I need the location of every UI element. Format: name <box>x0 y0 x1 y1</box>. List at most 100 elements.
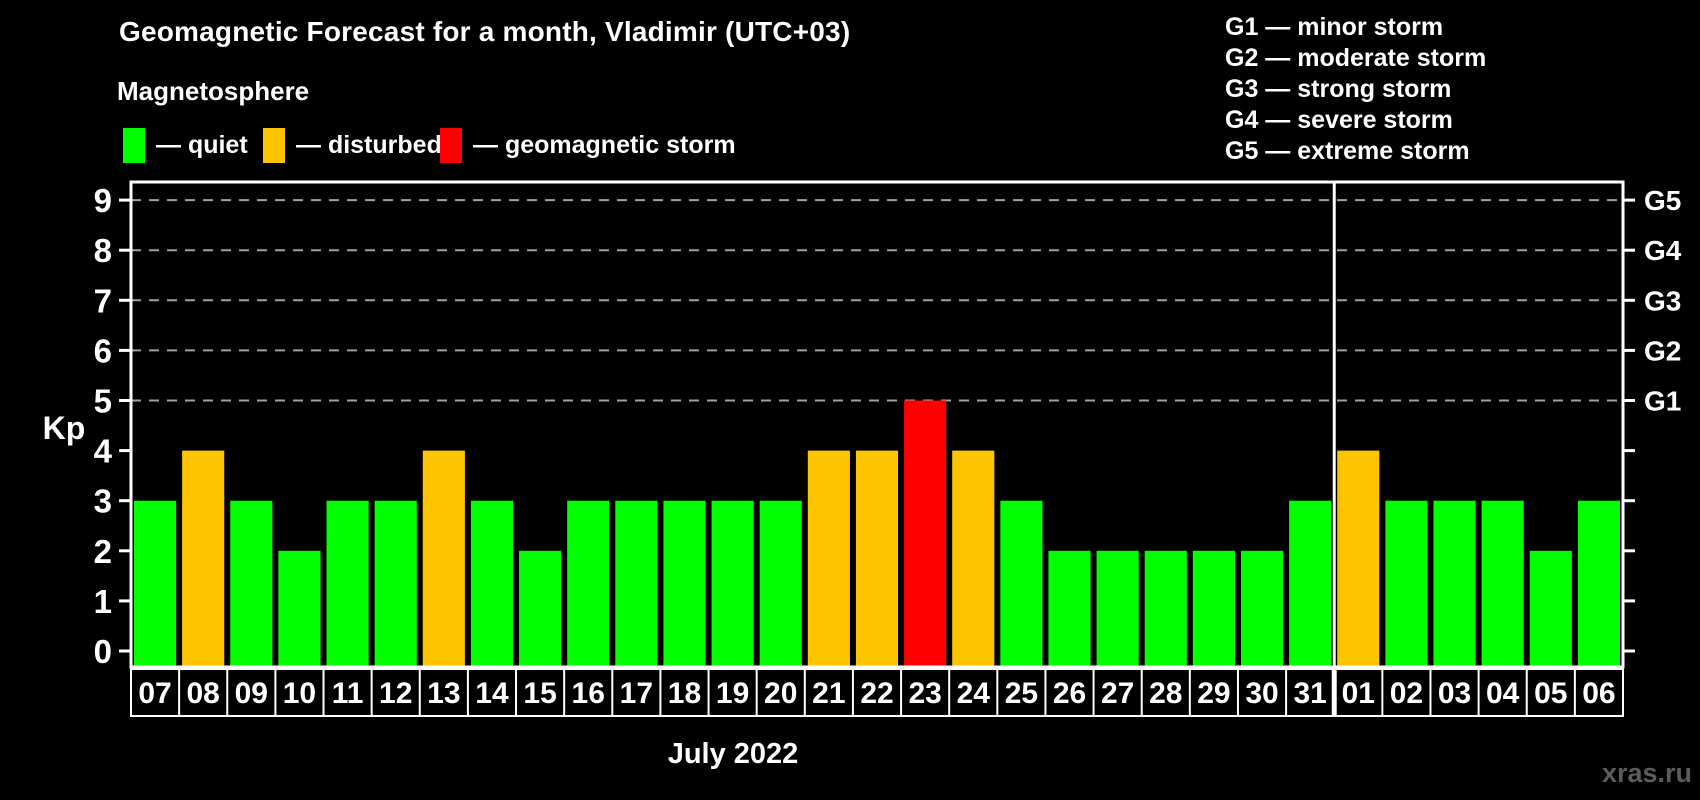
bar-day-12 <box>374 500 417 667</box>
day-label-25: 25 <box>1005 677 1038 710</box>
bar-day-30 <box>1240 550 1284 667</box>
g-legend-line-1: G1 — minor storm <box>1225 13 1444 41</box>
day-label-01: 01 <box>1342 677 1375 710</box>
day-label-04: 04 <box>1486 677 1520 710</box>
bar-day-29 <box>1192 550 1235 667</box>
page-title: Geomagnetic Forecast for a month, Vladim… <box>119 16 851 47</box>
legend-label: — quiet <box>156 131 248 159</box>
bar-day-08 <box>182 450 225 667</box>
day-label-20: 20 <box>764 677 797 710</box>
day-label-29: 29 <box>1197 677 1230 710</box>
y-tick-label-5: 5 <box>94 383 112 420</box>
bar-day-02 <box>1385 500 1428 667</box>
bar-day-09 <box>230 500 273 667</box>
bar-day-21 <box>807 450 850 667</box>
day-label-11: 11 <box>332 677 364 710</box>
day-label-18: 18 <box>668 677 701 710</box>
day-label-02: 02 <box>1390 677 1423 710</box>
day-label-19: 19 <box>716 677 749 710</box>
g-legend-line-3: G3 — strong storm <box>1225 75 1452 103</box>
bar-day-14 <box>470 500 514 667</box>
right-axis-label-G1: G1 <box>1644 386 1681 417</box>
y-tick-label-8: 8 <box>94 232 112 269</box>
bar-day-16 <box>567 500 610 667</box>
bar-day-07 <box>134 500 177 667</box>
g-legend-line-4: G4 — severe storm <box>1225 106 1453 134</box>
bar-day-13 <box>422 450 465 667</box>
day-label-05: 05 <box>1534 677 1567 710</box>
disturbed-swatch-icon <box>263 128 285 163</box>
bar-day-20 <box>759 500 802 667</box>
bar-day-27 <box>1096 550 1139 667</box>
bar-day-26 <box>1048 550 1091 667</box>
bar-day-05 <box>1529 550 1572 667</box>
g-legend-line-2: G2 — moderate storm <box>1225 44 1487 72</box>
day-label-24: 24 <box>957 677 991 710</box>
day-label-22: 22 <box>860 677 893 710</box>
y-tick-label-1: 1 <box>94 583 112 620</box>
legend-item-storm: — geomagnetic storm <box>440 128 736 163</box>
plot-border <box>129 180 1625 669</box>
bar-day-19 <box>711 500 754 667</box>
status-legend: — quiet — disturbed — geomagnetic storm <box>0 128 1000 168</box>
legend-label: — geomagnetic storm <box>473 131 736 159</box>
bar-day-24 <box>952 450 995 667</box>
day-label-30: 30 <box>1245 677 1278 710</box>
y-tick-label-9: 9 <box>94 182 112 219</box>
bar-day-18 <box>663 500 706 667</box>
day-label-21: 21 <box>812 677 845 710</box>
storm-swatch-icon <box>440 128 462 163</box>
y-tick-label-2: 2 <box>94 533 112 570</box>
day-label-27: 27 <box>1101 677 1134 710</box>
day-label-03: 03 <box>1438 677 1471 710</box>
g-scale-legend: G1 — minor storm G2 — moderate storm G3 — … <box>1225 12 1486 167</box>
x-axis-month-label: July 2022 <box>667 738 799 770</box>
bar-day-03 <box>1433 500 1476 667</box>
day-label-07: 07 <box>138 677 171 710</box>
bar-day-23 <box>904 400 947 667</box>
day-label-26: 26 <box>1053 677 1086 710</box>
day-label-14: 14 <box>475 677 509 710</box>
day-label-28: 28 <box>1149 677 1182 710</box>
quiet-swatch-icon <box>123 128 145 163</box>
day-label-13: 13 <box>427 677 460 710</box>
magnetosphere-subtitle: Magnetosphere <box>117 76 310 106</box>
right-axis-label-G5: G5 <box>1644 185 1681 216</box>
legend-item-disturbed: — disturbed <box>263 128 442 163</box>
y-tick-label-0: 0 <box>94 633 112 670</box>
day-label-12: 12 <box>379 677 412 710</box>
day-label-08: 08 <box>187 677 220 710</box>
bar-day-31 <box>1289 500 1332 667</box>
legend-label: — disturbed <box>296 131 442 159</box>
day-label-09: 09 <box>235 677 268 710</box>
xras-watermark: xras.ru <box>1601 758 1692 788</box>
day-label-31: 31 <box>1293 677 1326 710</box>
day-label-23: 23 <box>908 677 941 710</box>
y-tick-label-3: 3 <box>94 483 112 520</box>
right-axis-label-G3: G3 <box>1644 285 1681 316</box>
bar-day-04 <box>1481 500 1524 667</box>
bar-day-22 <box>855 450 899 667</box>
bar-day-06 <box>1577 500 1620 667</box>
day-label-16: 16 <box>572 677 605 710</box>
y-tick-label-6: 6 <box>94 332 112 369</box>
g-legend-line-5: G5 — extreme storm <box>1225 137 1470 165</box>
day-label-15: 15 <box>523 677 556 710</box>
bar-day-28 <box>1144 550 1187 667</box>
bar-day-11 <box>326 500 369 667</box>
right-axis-label-G4: G4 <box>1644 235 1682 266</box>
bar-day-01 <box>1337 450 1380 667</box>
day-label-row-border <box>130 668 1624 717</box>
day-label-06: 06 <box>1582 677 1615 710</box>
bar-day-15 <box>519 550 562 667</box>
legend-item-quiet: — quiet <box>123 128 248 163</box>
bar-day-17 <box>615 500 658 667</box>
day-label-17: 17 <box>620 677 653 710</box>
y-axis-label: Kp <box>42 410 86 446</box>
bar-day-10 <box>278 550 321 667</box>
right-axis-label-G2: G2 <box>1644 335 1681 366</box>
bar-day-25 <box>1000 500 1043 667</box>
y-tick-label-4: 4 <box>94 433 113 470</box>
